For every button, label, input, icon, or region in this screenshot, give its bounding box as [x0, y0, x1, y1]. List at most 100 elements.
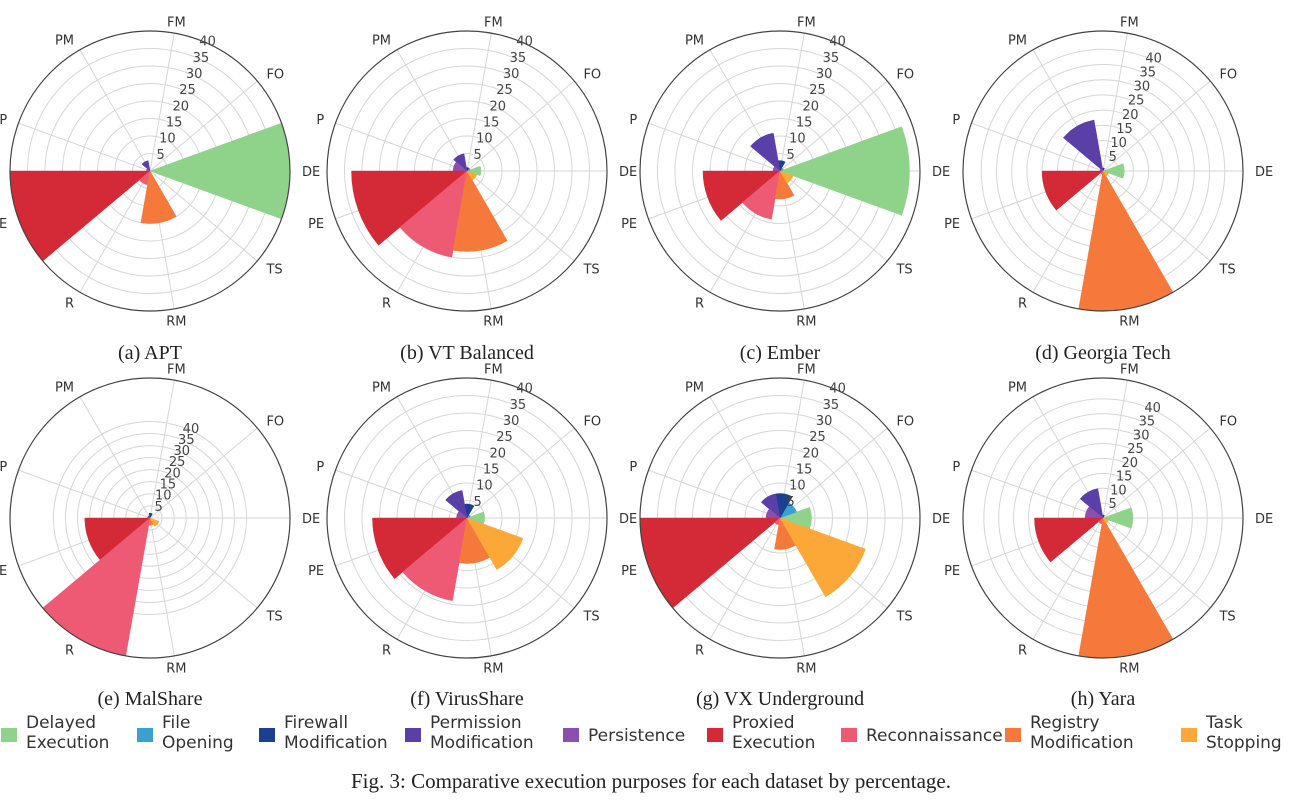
direction-label: FM [167, 362, 186, 377]
grid-spoke [466, 80, 575, 172]
legend-label: Delayed [26, 713, 96, 733]
direction-label: PE [308, 217, 324, 232]
tick-label: 20 [164, 466, 181, 481]
subplot-caption: (a) APT [118, 342, 182, 364]
direction-label: PE [944, 217, 960, 232]
legend-swatch [1, 728, 17, 742]
direction-label: FO [1219, 414, 1237, 429]
tick-label: 35 [193, 51, 210, 66]
tick-label: 35 [1139, 66, 1156, 81]
direction-label: PM [1008, 380, 1027, 395]
direction-label: DE [1255, 165, 1273, 180]
direction-label: TS [895, 610, 912, 625]
bar-TS [466, 170, 478, 181]
direction-label: DE [619, 512, 637, 527]
direction-label: FO [266, 67, 284, 82]
grid-spoke [1032, 170, 1104, 293]
grid-spoke [18, 469, 151, 519]
legend-swatch [137, 728, 153, 742]
direction-label: FO [1219, 67, 1237, 82]
direction-label: PE [621, 564, 637, 579]
grid-spoke [971, 122, 1104, 172]
tick-label: 40 [183, 422, 200, 437]
tick-label: 25 [1127, 442, 1144, 457]
grid-spoke [466, 170, 575, 262]
tick-label: 40 [1145, 52, 1162, 67]
tick-label: 20 [803, 99, 820, 114]
subplot-caption: (d) Georgia Tech [1035, 342, 1171, 364]
direction-label: PM [372, 380, 391, 395]
grid-spoke [779, 170, 888, 262]
legend-swatch [1005, 728, 1021, 742]
direction-label: FM [1120, 15, 1139, 30]
tick-label: 10 [789, 132, 806, 147]
bar-PE [9, 170, 151, 262]
direction-label: P [316, 460, 324, 475]
direction-label: TS [895, 263, 912, 278]
grid-spoke [648, 122, 781, 172]
direction-label: RM [1119, 662, 1139, 677]
tick-label: 35 [823, 398, 840, 413]
bar-DE [1102, 163, 1125, 179]
direction-label: RM [483, 315, 503, 330]
polar-frame [326, 30, 608, 312]
direction-label: RM [483, 662, 503, 677]
grid-spoke [1102, 170, 1211, 262]
direction-label: RM [166, 662, 186, 677]
direction-label: TS [1218, 610, 1235, 625]
direction-label: R [1018, 644, 1027, 659]
tick-label: 25 [496, 430, 513, 445]
legend-swatch [405, 728, 421, 742]
bar-TS [1102, 170, 1110, 177]
legend-label: Firewall [284, 713, 348, 733]
bar-DE [466, 165, 482, 177]
legend-label: Execution [732, 733, 815, 753]
legend-label: Persistence [588, 726, 685, 746]
direction-label: RM [166, 315, 186, 330]
tick-label: 20 [490, 99, 507, 114]
direction-label: PE [621, 217, 637, 232]
bar-RM [140, 170, 177, 224]
legend-label: Task [1205, 713, 1243, 733]
grid-spoke [149, 170, 258, 262]
direction-label: TS [265, 263, 282, 278]
direction-label: PM [685, 33, 704, 48]
bar-RM [774, 170, 795, 200]
tick-label: 35 [178, 433, 195, 448]
direction-label: PE [0, 564, 7, 579]
direction-label: R [1018, 297, 1027, 312]
direction-label: P [0, 460, 7, 475]
grid-spoke [396, 49, 468, 172]
grid-spoke [335, 469, 468, 519]
tick-label: 30 [1133, 428, 1150, 443]
direction-label: P [0, 113, 7, 128]
polar-frame [326, 377, 608, 659]
grid-spoke [466, 427, 575, 519]
polar-frame [639, 377, 921, 659]
direction-label: PM [1008, 33, 1027, 48]
tick-label: 30 [173, 444, 190, 459]
legend-label: Registry [1030, 713, 1100, 733]
legend-label: Modification [430, 733, 534, 753]
tick-label: 10 [159, 132, 176, 147]
tick-label: 40 [516, 382, 533, 397]
direction-label: R [65, 644, 74, 659]
tick-label: 20 [490, 446, 507, 461]
direction-label: DE [1255, 512, 1273, 527]
bar-RM [452, 170, 508, 252]
tick-label: 40 [1144, 401, 1161, 416]
direction-label: P [629, 113, 637, 128]
grid-spoke [1032, 517, 1104, 640]
direction-label: RM [1119, 315, 1139, 330]
grid-spoke [1102, 33, 1128, 172]
subplot-caption: (c) Ember [740, 342, 821, 364]
